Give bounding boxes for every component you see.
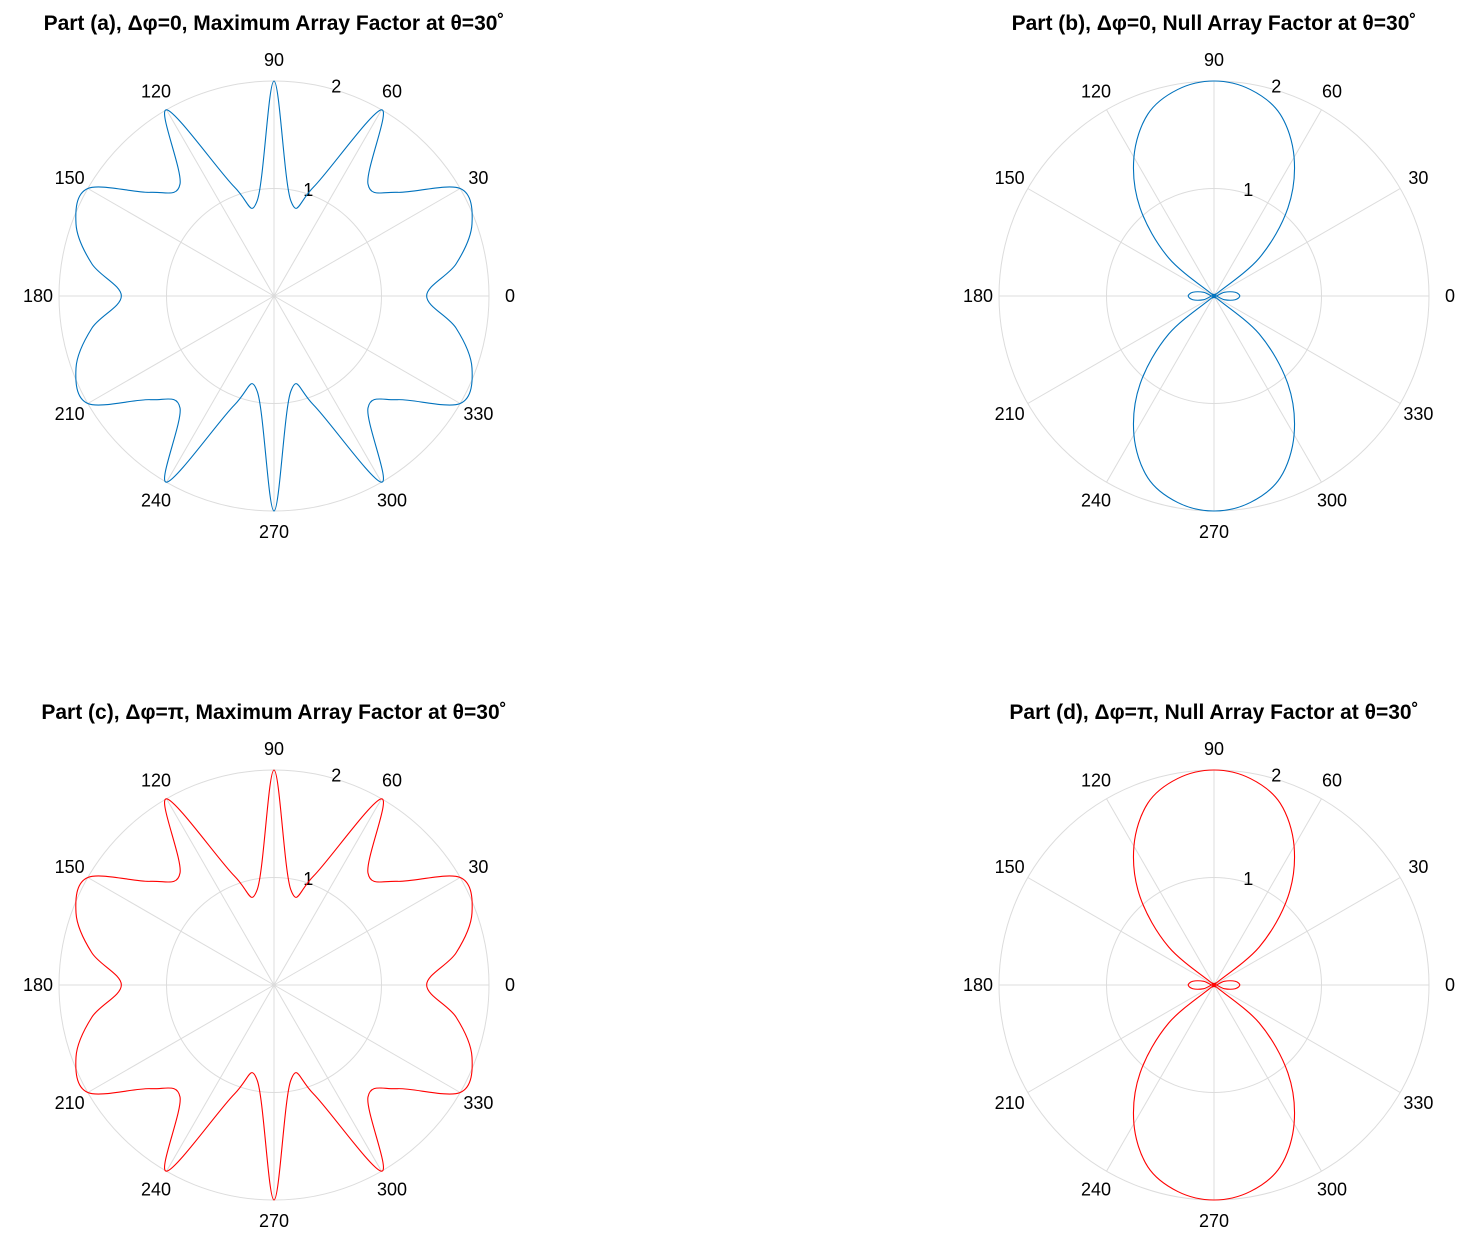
angle-tick-label: 90: [1204, 50, 1224, 70]
angular-grid-line: [167, 985, 275, 1171]
angle-tick-label: 240: [1081, 1179, 1111, 1199]
radial-tick-label: 2: [1271, 76, 1281, 96]
angle-tick-label: 120: [1081, 82, 1111, 102]
angle-tick-label: 300: [1317, 490, 1347, 510]
panel-title: Part (a), Δφ=0, Maximum Array Factor at …: [44, 12, 505, 35]
polar-panel-4: Part (d), Δφ=π, Null Array Factor at θ=3…: [963, 701, 1455, 1231]
angular-grid-line: [88, 189, 274, 297]
angle-tick-label: 330: [463, 404, 493, 424]
angle-tick-label: 240: [1081, 490, 1111, 510]
angular-grid-line: [1028, 296, 1214, 404]
angle-tick-label: 180: [963, 286, 993, 306]
radial-tick-label: 2: [331, 765, 341, 785]
angular-grid-line: [88, 296, 274, 404]
angle-tick-label: 180: [963, 975, 993, 995]
angular-grid-line: [167, 799, 275, 985]
angle-tick-label: 150: [55, 857, 85, 877]
angle-tick-label: 0: [505, 286, 515, 306]
polar-panel-3: Part (c), Δφ=π, Maximum Array Factor at …: [23, 701, 515, 1231]
angle-tick-label: 210: [55, 1093, 85, 1113]
angle-tick-label: 0: [1445, 286, 1455, 306]
angle-tick-label: 90: [264, 739, 284, 759]
angle-tick-label: 0: [1445, 975, 1455, 995]
angular-grid-line: [274, 878, 460, 986]
panel-title: Part (b), Δφ=0, Null Array Factor at θ=3…: [1012, 12, 1417, 35]
angle-tick-label: 30: [1408, 168, 1428, 188]
angle-tick-label: 90: [1204, 739, 1224, 759]
angular-grid-line: [1107, 985, 1215, 1171]
angular-grid-line: [1214, 799, 1322, 985]
angle-tick-label: 270: [1199, 1211, 1229, 1231]
angular-grid-line: [1107, 799, 1215, 985]
angle-tick-label: 30: [1408, 857, 1428, 877]
angle-tick-label: 270: [1199, 522, 1229, 542]
angle-tick-label: 210: [55, 404, 85, 424]
angular-grid-line: [274, 799, 382, 985]
angular-grid-line: [1028, 878, 1214, 986]
radial-tick-label: 1: [1243, 869, 1253, 889]
radial-tick-label: 2: [1271, 765, 1281, 785]
angle-tick-label: 300: [377, 490, 407, 510]
angular-grid-line: [1214, 878, 1400, 986]
angle-tick-label: 300: [1317, 1179, 1347, 1199]
angle-tick-label: 330: [1403, 404, 1433, 424]
angle-tick-label: 150: [995, 168, 1025, 188]
radial-tick-label: 2: [331, 76, 341, 96]
angle-tick-label: 60: [382, 771, 402, 791]
angle-tick-label: 150: [55, 168, 85, 188]
angular-grid-line: [1028, 189, 1214, 297]
angular-grid-line: [274, 296, 460, 404]
angle-tick-label: 300: [377, 1179, 407, 1199]
angle-tick-label: 240: [141, 490, 171, 510]
angle-tick-label: 0: [505, 975, 515, 995]
angle-tick-label: 180: [23, 975, 53, 995]
angular-grid-line: [88, 878, 274, 986]
angular-grid-line: [1214, 985, 1322, 1171]
radial-tick-label: 1: [1243, 180, 1253, 200]
angle-tick-label: 120: [141, 771, 171, 791]
angle-tick-label: 90: [264, 50, 284, 70]
angle-tick-label: 120: [141, 82, 171, 102]
angular-grid-line: [167, 296, 275, 482]
angle-tick-label: 330: [1403, 1093, 1433, 1113]
angle-tick-label: 270: [259, 522, 289, 542]
angle-tick-label: 240: [141, 1179, 171, 1199]
angular-grid-line: [274, 110, 382, 296]
angular-grid-line: [1107, 296, 1215, 482]
angular-grid-line: [274, 189, 460, 297]
angle-tick-label: 60: [1322, 82, 1342, 102]
polar-panel-1: Part (a), Δφ=0, Maximum Array Factor at …: [23, 12, 515, 542]
angular-grid-line: [1214, 985, 1400, 1093]
angle-tick-label: 210: [995, 1093, 1025, 1113]
angular-grid-line: [167, 110, 275, 296]
angle-tick-label: 30: [468, 168, 488, 188]
panel-title: Part (d), Δφ=π, Null Array Factor at θ=3…: [1009, 701, 1418, 724]
angle-tick-label: 60: [382, 82, 402, 102]
angle-tick-label: 270: [259, 1211, 289, 1231]
angular-grid-line: [1214, 189, 1400, 297]
angular-grid-line: [274, 296, 382, 482]
angular-grid-line: [274, 985, 382, 1171]
angular-grid-line: [1028, 985, 1214, 1093]
angular-grid-line: [1107, 110, 1215, 296]
angular-grid-line: [88, 985, 274, 1093]
angular-grid-line: [274, 985, 460, 1093]
angle-tick-label: 120: [1081, 771, 1111, 791]
angular-grid-line: [1214, 110, 1322, 296]
angular-grid-line: [1214, 296, 1322, 482]
angle-tick-label: 210: [995, 404, 1025, 424]
angle-tick-label: 150: [995, 857, 1025, 877]
angle-tick-label: 180: [23, 286, 53, 306]
polar-panel-2: Part (b), Δφ=0, Null Array Factor at θ=3…: [963, 12, 1455, 542]
angular-grid-line: [1214, 296, 1400, 404]
angle-tick-label: 60: [1322, 771, 1342, 791]
angle-tick-label: 30: [468, 857, 488, 877]
panel-title: Part (c), Δφ=π, Maximum Array Factor at …: [41, 701, 506, 724]
angle-tick-label: 330: [463, 1093, 493, 1113]
